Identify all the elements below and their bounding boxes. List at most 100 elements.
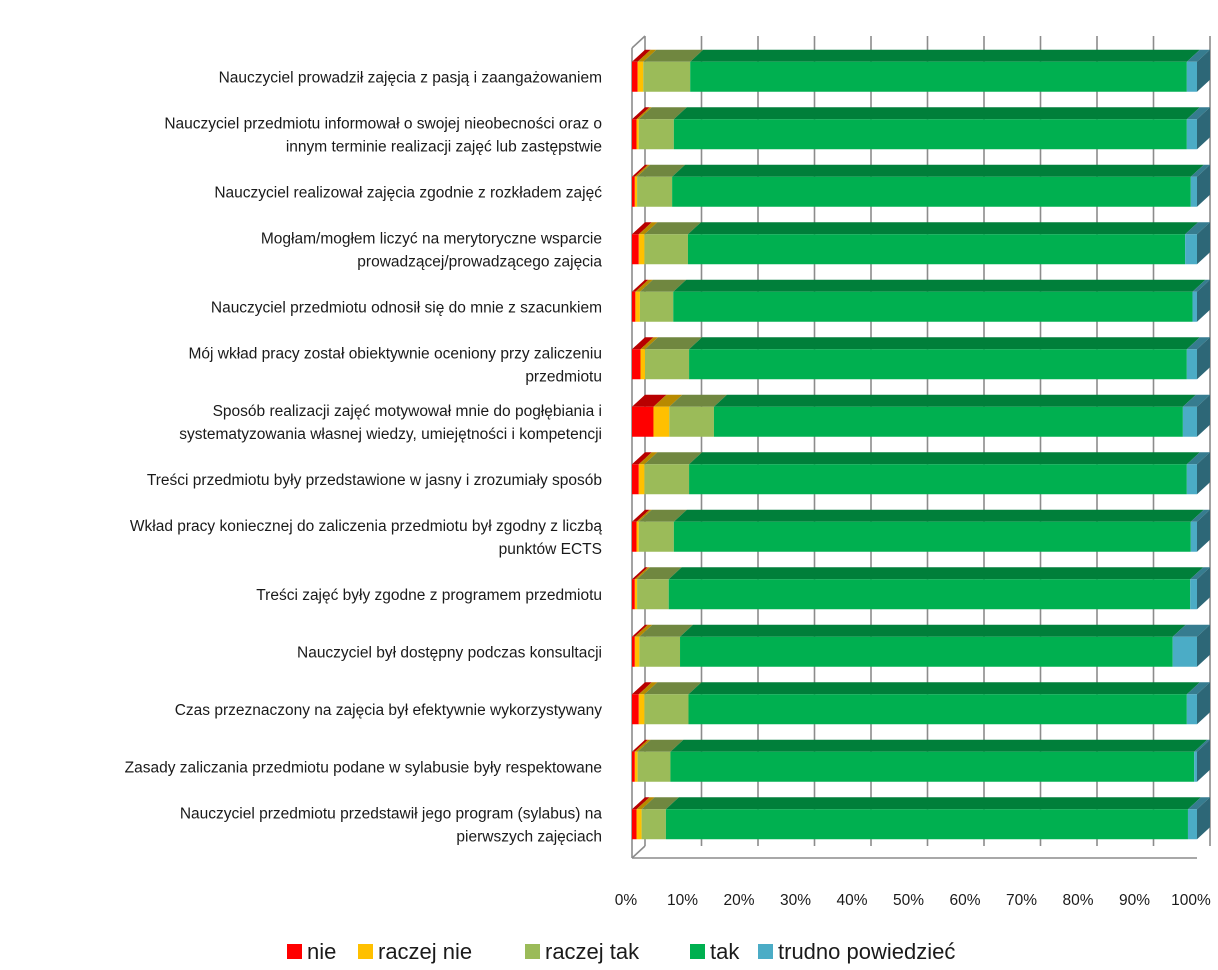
bar-segment-raczej-tak — [637, 579, 669, 610]
legend-swatch — [287, 944, 302, 959]
bar-segment-nie — [632, 694, 639, 725]
category-label: Sposób realizacji zajęć motywował mnie d… — [179, 403, 602, 443]
bar-top-face — [632, 107, 650, 120]
bar-top-face — [1190, 567, 1210, 580]
bar-segment-nie — [632, 61, 638, 92]
bar-segment-nie — [632, 234, 639, 265]
bar-segment-trudno-powiedzieć — [1186, 119, 1197, 150]
bar-segment-trudno-powiedzieć — [1190, 176, 1197, 207]
bar-segment-raczej-nie — [640, 349, 645, 380]
x-axis-ticks: 0% 10% 20% 30% 40% 50% 60% 70% 80% 90% 100% — [615, 892, 1211, 909]
bar-segment-trudno-powiedzieć — [1172, 636, 1197, 667]
bar-top-face — [1190, 164, 1210, 177]
bar-top-face — [1172, 624, 1210, 637]
bar-segment-nie — [632, 809, 637, 840]
legend-label: nie — [307, 939, 336, 964]
bar-top-face — [673, 509, 1204, 522]
legend-label: tak — [710, 939, 740, 964]
bar-segment-tak — [689, 349, 1187, 380]
bar-segment-trudno-powiedzieć — [1186, 464, 1197, 495]
bar-top-face — [665, 797, 1201, 810]
bar-end-face — [1197, 107, 1210, 150]
bar-segment-raczej-nie — [636, 521, 639, 552]
legend-swatch — [525, 944, 540, 959]
bar-segment-trudno-powiedzieć — [1182, 406, 1197, 437]
x-tick-label: 60% — [949, 892, 980, 909]
category-labels: Nauczyciel prowadził zajęcia z pasją i z… — [125, 69, 603, 845]
bar-top-face — [632, 624, 648, 637]
bars-layer — [632, 49, 1210, 840]
bar-end-face — [1197, 49, 1210, 92]
bar-top-face — [632, 797, 650, 810]
bar-segment-raczej-nie — [636, 809, 642, 840]
bar-segment-nie — [632, 579, 635, 610]
category-label: Treści przedmiotu były przedstawione w j… — [147, 472, 602, 489]
bar-segment-trudno-powiedzieć — [1185, 234, 1197, 265]
legend-swatch — [690, 944, 705, 959]
bar-top-face — [643, 49, 704, 62]
bar-end-face — [1197, 739, 1210, 782]
bar-top-face — [632, 394, 667, 407]
legend-label: raczej nie — [378, 939, 472, 964]
bar-top-face — [644, 452, 703, 465]
bar-top-face — [687, 222, 1199, 235]
category-label: Mój wkład pracy został obiektywnie oceni… — [188, 345, 602, 385]
bar-top-face — [644, 222, 701, 235]
bar-top-face — [673, 107, 1200, 120]
bar-top-face — [669, 394, 727, 407]
bar-top-face — [638, 452, 658, 465]
bar-top-face — [632, 49, 651, 62]
bar-segment-raczej-tak — [637, 176, 673, 207]
bar-segment-raczej-nie — [634, 579, 638, 610]
bar-segment-tak — [670, 751, 1195, 782]
bar-top-face — [636, 509, 652, 522]
bar-segment-nie — [632, 464, 639, 495]
category-label: Nauczyciel był dostępny podczas konsulta… — [297, 644, 602, 661]
bar-segment-tak — [687, 234, 1186, 265]
bar-top-face — [638, 222, 658, 235]
bar-segment-nie — [632, 349, 641, 380]
bar-top-face — [632, 279, 649, 292]
bar-top-face — [1186, 107, 1210, 120]
bar-top-face — [1187, 797, 1210, 810]
x-tick-label: 40% — [836, 892, 867, 909]
bar-top-face — [639, 279, 687, 292]
bar-segment-raczej-tak — [643, 61, 691, 92]
bar-top-face — [632, 567, 648, 580]
bar-segment-nie — [632, 636, 635, 667]
bar-segment-raczej-nie — [636, 119, 639, 150]
bar-segment-raczej-nie — [635, 291, 640, 322]
bar-segment-raczej-tak — [644, 234, 688, 265]
bar-segment-tak — [690, 61, 1187, 92]
x-tick-label: 50% — [893, 892, 924, 909]
x-tick-label: 100% — [1171, 892, 1211, 909]
x-tick-label: 10% — [667, 892, 698, 909]
bar-segment-tak — [688, 694, 1187, 725]
bar-end-face — [1197, 567, 1210, 610]
bar-top-face — [1194, 739, 1210, 752]
bar-segment-raczej-tak — [644, 464, 690, 495]
bar-top-face — [672, 164, 1204, 177]
bar-top-face — [638, 509, 687, 522]
bar-segment-trudno-powiedzieć — [1186, 61, 1197, 92]
bar-segment-tak — [680, 636, 1173, 667]
bar-segment-raczej-nie — [638, 464, 645, 495]
category-label: Czas przeznaczony na zajęcia był efektyw… — [175, 702, 603, 719]
bar-segment-raczej-tak — [641, 809, 666, 840]
legend-label: trudno powiedzieć — [778, 939, 955, 964]
bar-top-face — [637, 567, 682, 580]
bar-segment-trudno-powiedzieć — [1190, 521, 1197, 552]
bar-segment-nie — [632, 176, 635, 207]
bar-top-face — [641, 797, 679, 810]
bar-segment-trudno-powiedzieć — [1194, 751, 1197, 782]
bar-top-face — [1182, 394, 1210, 407]
bar-segment-tak — [673, 291, 1193, 322]
bar-end-face — [1197, 337, 1210, 380]
bar-segment-trudno-powiedzieć — [1190, 579, 1197, 610]
x-tick-label: 80% — [1062, 892, 1093, 909]
bar-segment-raczej-nie — [634, 636, 640, 667]
bar-top-face — [1186, 452, 1210, 465]
bar-top-face — [644, 337, 703, 350]
bar-top-face — [634, 739, 651, 752]
